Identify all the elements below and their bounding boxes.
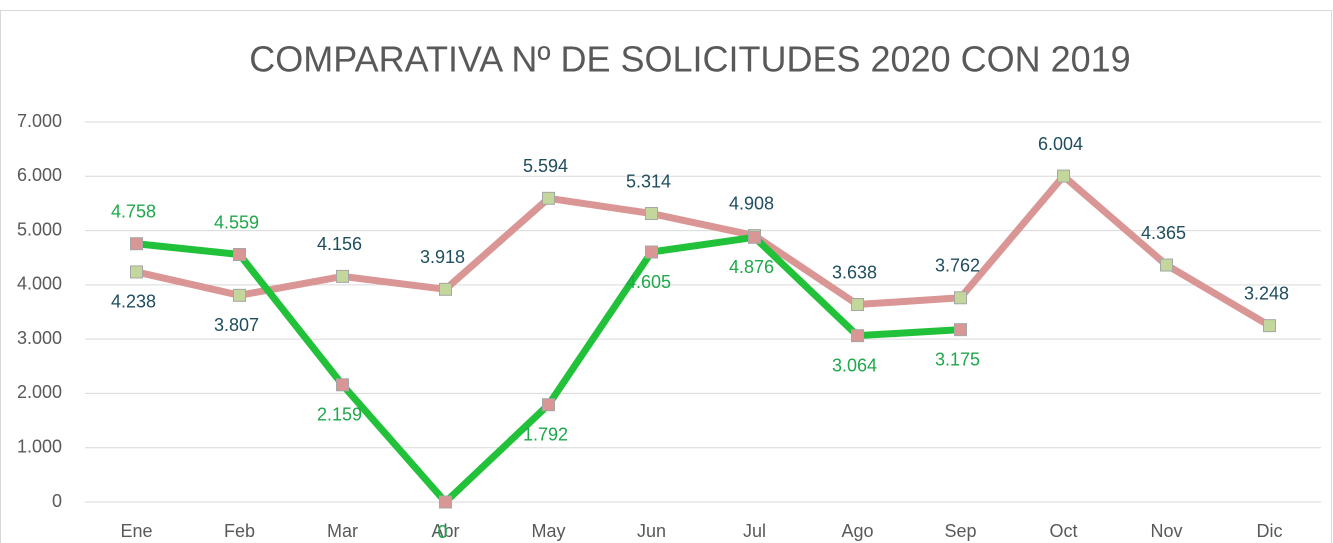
data-label: 6.004 bbox=[1038, 134, 1083, 154]
marker bbox=[130, 265, 143, 279]
data-label: 4.156 bbox=[317, 234, 362, 254]
data-label: 4.876 bbox=[729, 257, 774, 277]
data-label: 0 bbox=[437, 522, 447, 542]
x-tick-label: Jul bbox=[743, 521, 766, 541]
marker bbox=[233, 248, 246, 262]
marker bbox=[336, 378, 349, 392]
data-label: 5.314 bbox=[626, 171, 671, 191]
marker bbox=[1263, 319, 1276, 333]
data-label: 3.175 bbox=[935, 349, 980, 369]
x-tick-label: Jun bbox=[637, 521, 666, 541]
data-label: 2.159 bbox=[317, 405, 362, 425]
series-line bbox=[135, 172, 1272, 329]
marker bbox=[439, 495, 452, 509]
y-tick-label: 0 bbox=[52, 491, 62, 511]
marker bbox=[233, 288, 246, 302]
x-tick-label: Oct bbox=[1049, 521, 1077, 541]
x-tick-label: Mar bbox=[327, 521, 358, 541]
y-tick-label: 1.000 bbox=[17, 436, 62, 456]
marker bbox=[542, 398, 555, 412]
data-label: 5.594 bbox=[523, 156, 568, 176]
x-tick-label: Dic bbox=[1257, 521, 1283, 541]
marker bbox=[954, 291, 967, 305]
y-tick-label: 5.000 bbox=[17, 219, 62, 239]
data-label: 3.807 bbox=[214, 315, 259, 335]
marker bbox=[1057, 169, 1070, 183]
y-tick-label: 4.000 bbox=[17, 274, 62, 294]
marker bbox=[439, 282, 452, 296]
chart-border bbox=[0, 10, 1332, 543]
y-tick-label: 6.000 bbox=[17, 165, 62, 185]
marker bbox=[336, 269, 349, 283]
x-tick-label: Ago bbox=[841, 521, 873, 541]
data-label: 4.908 bbox=[729, 193, 774, 213]
x-tick-label: May bbox=[531, 521, 565, 541]
data-label: 4.238 bbox=[111, 292, 156, 312]
data-label: 4.758 bbox=[111, 201, 156, 221]
y-tick-label: 3.000 bbox=[17, 328, 62, 348]
data-label: 3.918 bbox=[420, 247, 465, 267]
marker bbox=[645, 207, 658, 221]
data-label: 4.605 bbox=[626, 272, 671, 292]
x-tick-label: Nov bbox=[1150, 521, 1182, 541]
data-label: 3.638 bbox=[832, 262, 877, 282]
data-label: 3.762 bbox=[935, 256, 980, 276]
marker bbox=[1160, 258, 1173, 272]
marker bbox=[748, 230, 761, 244]
marker bbox=[130, 237, 143, 251]
marker bbox=[851, 298, 864, 312]
marker bbox=[542, 191, 555, 205]
y-tick-label: 7.000 bbox=[17, 111, 62, 131]
marker bbox=[851, 329, 864, 343]
data-label: 3.248 bbox=[1244, 283, 1289, 303]
y-tick-label: 2.000 bbox=[17, 382, 62, 402]
marker bbox=[645, 245, 658, 259]
data-label: 4.559 bbox=[214, 212, 259, 232]
marker bbox=[954, 323, 967, 337]
x-tick-label: Feb bbox=[224, 521, 255, 541]
data-label: 1.792 bbox=[523, 424, 568, 444]
chart-title: COMPARATIVA Nº DE SOLICITUDES 2020 CON 2… bbox=[249, 39, 1130, 80]
data-label: 3.064 bbox=[832, 355, 877, 375]
x-tick-label: Sep bbox=[944, 521, 976, 541]
x-tick-label: Ene bbox=[120, 521, 152, 541]
data-label: 4.365 bbox=[1141, 223, 1186, 243]
x-tick-label: Abr bbox=[431, 521, 459, 541]
